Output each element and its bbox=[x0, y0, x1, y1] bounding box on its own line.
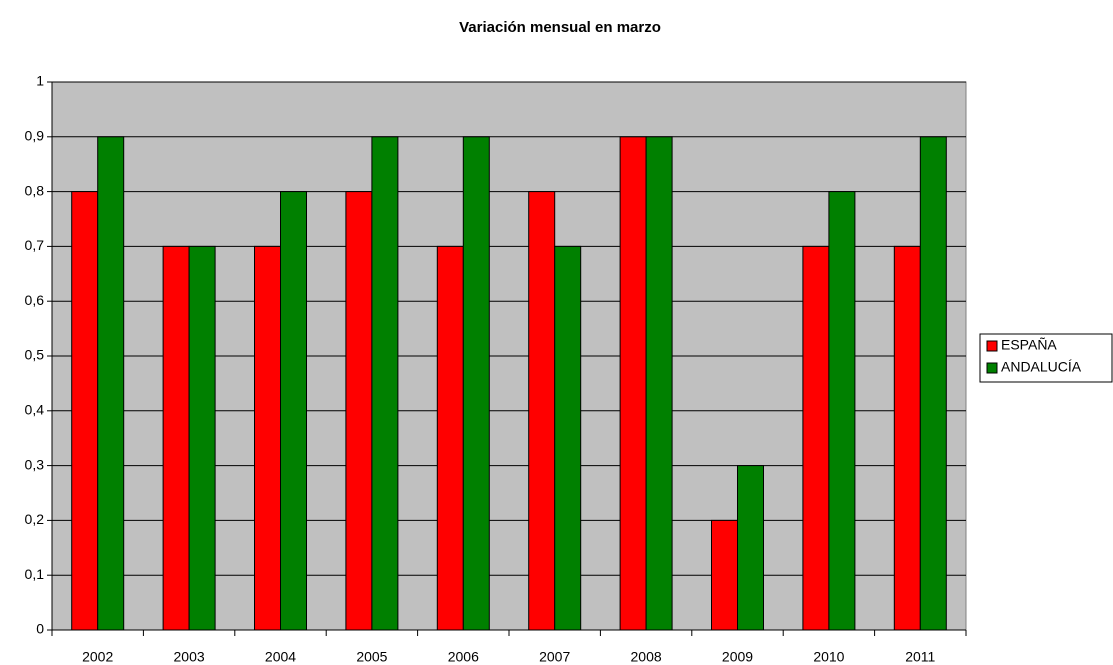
bar bbox=[254, 245, 281, 631]
x-tick-label: 2002 bbox=[82, 649, 113, 665]
x-tick-label: 2003 bbox=[174, 649, 205, 665]
x-tick-label: 2004 bbox=[265, 649, 296, 665]
y-tick-label: 1 bbox=[36, 73, 44, 89]
bar bbox=[919, 136, 947, 631]
x-tick-label: 2008 bbox=[631, 649, 662, 665]
legend-swatch bbox=[986, 362, 998, 374]
bar bbox=[280, 191, 307, 631]
legend-box bbox=[979, 333, 1113, 383]
bar bbox=[97, 136, 125, 631]
bar bbox=[71, 191, 99, 631]
x-tick-label: 2005 bbox=[356, 649, 387, 665]
bar bbox=[645, 136, 673, 631]
x-tick-label: 2006 bbox=[448, 649, 479, 665]
y-tick-label: 0 bbox=[36, 621, 44, 637]
legend-label: ESPAÑA bbox=[1001, 337, 1057, 353]
bar bbox=[828, 191, 856, 631]
y-tick-label: 0,9 bbox=[25, 128, 45, 144]
legend-label: ANDALUCÍA bbox=[1001, 359, 1082, 375]
bar bbox=[893, 245, 921, 631]
y-tick-label: 0,4 bbox=[25, 402, 45, 418]
y-tick-label: 0,6 bbox=[25, 292, 45, 308]
legend-swatch bbox=[986, 340, 998, 352]
x-tick-label: 2010 bbox=[813, 649, 844, 665]
bar bbox=[528, 191, 556, 631]
y-tick-label: 0,3 bbox=[25, 456, 45, 472]
bar bbox=[619, 136, 647, 631]
x-tick-label: 2011 bbox=[905, 649, 935, 665]
bar bbox=[371, 136, 399, 631]
bar bbox=[737, 465, 764, 631]
x-tick-label: 2009 bbox=[722, 649, 753, 665]
y-tick-label: 0,7 bbox=[25, 237, 45, 253]
y-tick-label: 0,1 bbox=[25, 566, 45, 582]
y-tick-label: 0,8 bbox=[25, 182, 45, 198]
y-tick-label: 0,2 bbox=[25, 511, 45, 527]
chart-title: Variación mensual en marzo bbox=[459, 19, 661, 36]
bar bbox=[711, 519, 738, 631]
x-tick-label: 2007 bbox=[539, 649, 570, 665]
bar bbox=[345, 191, 373, 631]
bar bbox=[188, 245, 216, 631]
bar bbox=[436, 245, 464, 631]
bar bbox=[162, 245, 190, 631]
y-tick-label: 0,5 bbox=[25, 347, 45, 363]
bar bbox=[554, 245, 582, 631]
bar bbox=[802, 245, 830, 631]
bar bbox=[462, 136, 490, 631]
